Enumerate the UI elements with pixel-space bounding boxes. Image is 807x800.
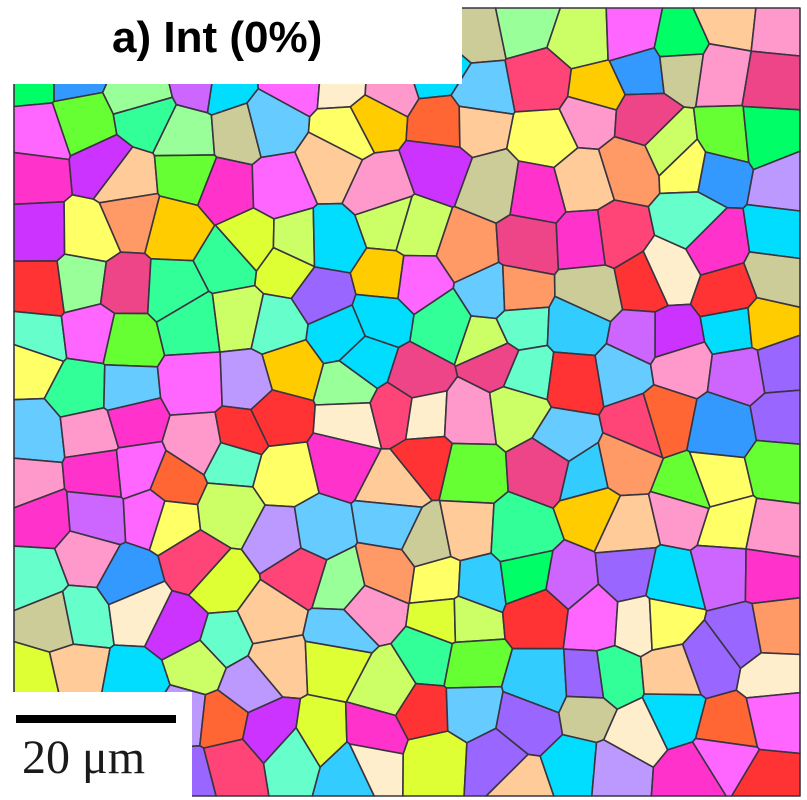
scale-bar (16, 715, 176, 723)
grain (742, 251, 801, 309)
grain (443, 638, 514, 689)
scale-bar-label: 20 μm (22, 731, 146, 784)
grain (750, 7, 801, 57)
grain (749, 389, 801, 446)
grain (743, 439, 801, 505)
grain (546, 351, 605, 416)
scale-bar-box (0, 692, 192, 800)
grain (13, 260, 65, 317)
grain (751, 596, 801, 656)
grain (741, 50, 801, 111)
grain (744, 548, 801, 605)
grain (13, 201, 66, 263)
grain (102, 312, 166, 368)
grain (156, 351, 223, 417)
grain (13, 151, 74, 206)
grain (61, 449, 123, 499)
grain (438, 442, 510, 505)
grain (404, 390, 448, 441)
grain (99, 251, 152, 315)
grain (745, 497, 801, 558)
grain (730, 748, 801, 797)
grain (742, 203, 801, 260)
grain (555, 209, 607, 271)
grain (402, 730, 468, 797)
panel-label-box: a) Int (0%) (0, 0, 462, 84)
panel-label: a) Int (0%) (112, 13, 323, 62)
